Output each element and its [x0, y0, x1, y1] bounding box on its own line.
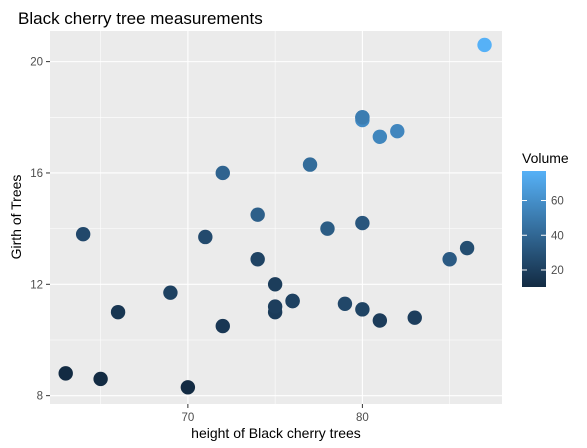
data-point	[355, 110, 370, 125]
data-point	[267, 299, 283, 314]
data-point	[267, 277, 283, 292]
data-point	[198, 229, 213, 245]
data-point	[250, 252, 265, 267]
y-tick-label: 12	[30, 279, 43, 291]
chart-title: Black cherry tree measurements	[18, 9, 263, 28]
data-point	[163, 285, 178, 300]
x-axis: 70 80	[181, 404, 369, 424]
y-tick-label: 20	[30, 57, 43, 69]
data-point	[459, 240, 475, 256]
data-point	[337, 296, 353, 311]
data-point	[407, 310, 422, 325]
plot-panel	[50, 31, 502, 404]
data-point	[250, 207, 265, 222]
data-point	[110, 304, 126, 320]
major-gridlines	[50, 31, 502, 404]
x-tick-label: 80	[356, 412, 369, 424]
legend-tick-label: 20	[551, 265, 564, 277]
legend-ticks: 20 40 60	[522, 196, 564, 277]
legend-title: Volume	[522, 150, 569, 166]
data-point	[215, 318, 230, 334]
data-point	[442, 252, 457, 267]
legend-tick-label: 60	[551, 196, 564, 208]
data-point	[93, 371, 108, 387]
y-axis: 8 12 16 20	[30, 57, 50, 403]
legend-colorbar	[522, 171, 546, 287]
data-point	[58, 366, 73, 381]
data-points	[58, 37, 492, 395]
legend-tick-label: 40	[551, 230, 564, 242]
data-point	[355, 215, 370, 231]
data-point	[180, 380, 196, 395]
data-point	[355, 302, 370, 317]
y-tick-label: 16	[30, 168, 43, 180]
data-point	[215, 165, 230, 181]
data-point	[302, 157, 318, 172]
data-point	[372, 313, 388, 328]
legend: Volume 20 40 60	[522, 150, 569, 287]
x-tick-label: 70	[181, 412, 194, 424]
data-point	[390, 124, 405, 139]
data-point	[285, 293, 300, 309]
data-point	[75, 227, 91, 242]
y-axis-title: Girth of Trees	[8, 175, 24, 260]
data-point	[320, 221, 335, 236]
x-axis-title: height of Black cherry trees	[191, 425, 361, 441]
data-point	[372, 129, 388, 144]
minor-gridlines	[50, 31, 502, 404]
y-tick-label: 8	[37, 391, 43, 403]
data-point	[477, 37, 492, 53]
